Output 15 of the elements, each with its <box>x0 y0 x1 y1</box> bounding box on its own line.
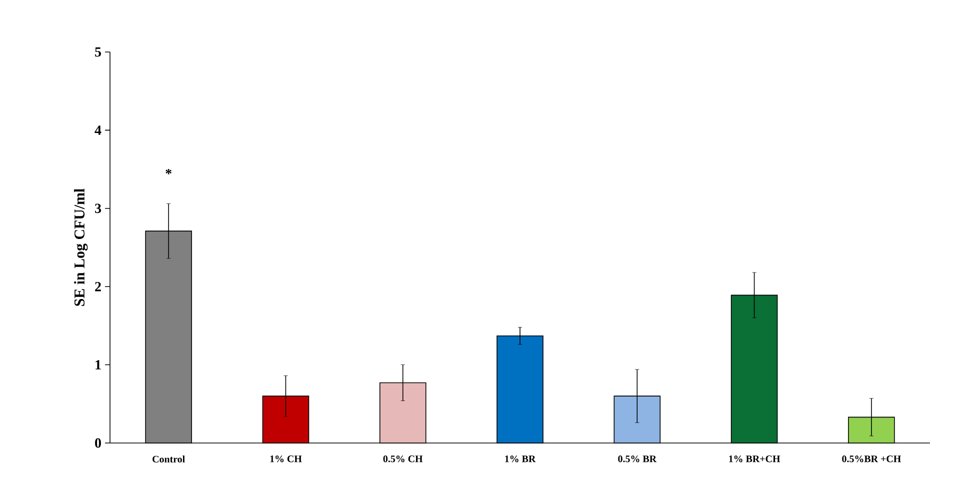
x-tick-label: 0.5% CH <box>383 456 423 462</box>
x-tick-label: 0.5%BR +CH <box>842 456 901 462</box>
y-tick-label: 2 <box>95 282 101 292</box>
x-tick-label: Control <box>152 455 185 463</box>
y-tick-label: 0 <box>95 438 101 448</box>
x-tick-label: 1% CH <box>270 456 302 462</box>
y-tick-label: 5 <box>95 47 101 57</box>
y-tick-label: 3 <box>95 204 102 214</box>
y-tick-label: 4 <box>94 126 102 135</box>
annotation: * <box>166 168 172 174</box>
x-tick-label: 1% BR <box>505 456 536 462</box>
y-axis-title: SE in Log CFU/ml <box>74 188 88 306</box>
x-tick-label: 0.5% BR <box>618 456 657 462</box>
y-tick-label: 1 <box>96 360 101 370</box>
x-tick-label: 1% BR+CH <box>729 456 780 462</box>
